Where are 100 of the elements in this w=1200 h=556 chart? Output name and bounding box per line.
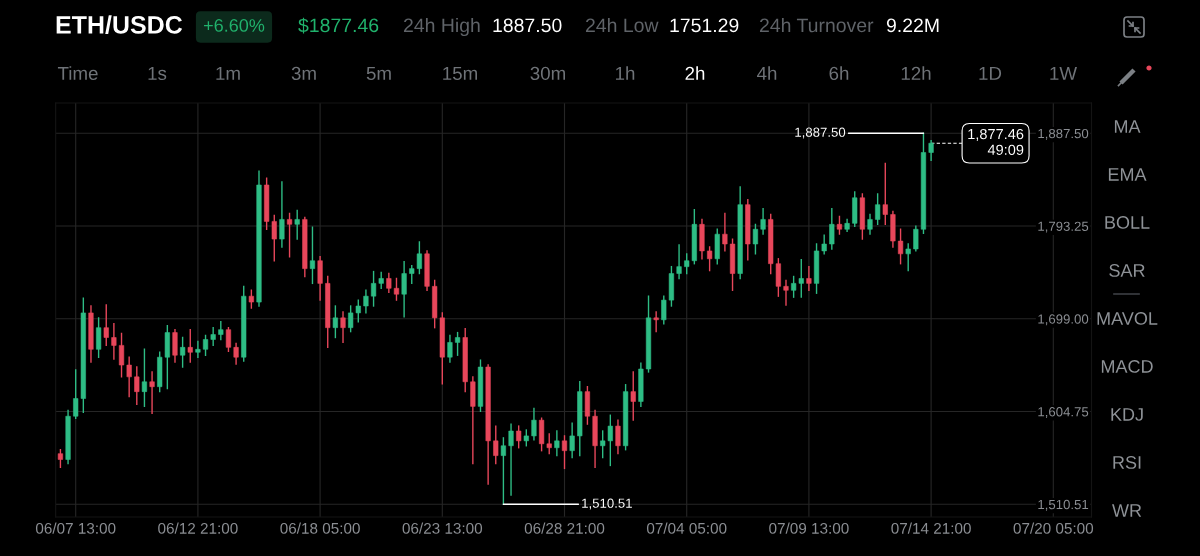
text: 24h Low bbox=[585, 17, 659, 33]
candlestick bbox=[806, 265, 812, 291]
candlestick bbox=[118, 332, 125, 378]
text: 24h High bbox=[403, 17, 480, 37]
candlestick bbox=[531, 407, 537, 441]
candlestick bbox=[309, 226, 316, 285]
text: Time bbox=[57, 66, 98, 81]
candlestick bbox=[875, 193, 881, 226]
text: 1h bbox=[616, 66, 635, 80]
candlestick bbox=[172, 328, 178, 363]
candlestick bbox=[783, 279, 789, 306]
y-tick-label: 1,604.75 bbox=[1038, 407, 1089, 419]
candlestick bbox=[195, 340, 201, 358]
text: SAR bbox=[1109, 264, 1145, 277]
candlestick bbox=[202, 334, 209, 356]
text: RSI bbox=[1113, 456, 1141, 469]
y-tick-label: 1,699.00 bbox=[1038, 314, 1089, 326]
candlestick bbox=[569, 422, 575, 459]
ref-line-label: 1,877.46 49:09 bbox=[968, 128, 1024, 155]
candlestick bbox=[615, 419, 621, 455]
text: 30m bbox=[530, 66, 565, 81]
x-tick-label: 07/04 05:00 bbox=[646, 522, 727, 534]
x-tick-label: 06/12 21:00 bbox=[158, 522, 238, 534]
candlestick bbox=[905, 243, 911, 272]
candlestick bbox=[554, 430, 560, 457]
text: 12h bbox=[901, 66, 931, 80]
candlestick bbox=[882, 162, 888, 226]
candlestick bbox=[455, 331, 461, 356]
y-tick-label: 1,510.51 bbox=[1038, 499, 1089, 511]
candlestick bbox=[393, 277, 400, 301]
text: $1877.46 bbox=[298, 17, 379, 34]
candlestick bbox=[516, 425, 522, 449]
candlestick bbox=[752, 223, 759, 255]
candlestick bbox=[286, 212, 293, 258]
candlestick bbox=[676, 244, 682, 280]
candlestick bbox=[867, 213, 873, 235]
candlestick bbox=[447, 334, 453, 363]
candlestick bbox=[913, 225, 919, 252]
candlestick bbox=[218, 321, 224, 341]
x-tick-label: 07/20 05:00 bbox=[1013, 522, 1094, 534]
candlestick bbox=[340, 311, 346, 344]
candlestick bbox=[126, 356, 132, 398]
candlestick bbox=[180, 336, 186, 368]
candlestick bbox=[279, 181, 285, 248]
candlestick bbox=[760, 207, 766, 235]
text: +6.60% bbox=[204, 19, 265, 32]
annotation: 1,510.51 bbox=[582, 498, 632, 510]
chart-title: ETH/USDC bbox=[56, 15, 183, 34]
candlestick bbox=[707, 246, 713, 272]
text: EMA bbox=[1108, 168, 1147, 181]
candlestick bbox=[508, 423, 514, 496]
text: 15m bbox=[443, 66, 477, 81]
text: 6h bbox=[829, 66, 849, 81]
text: 9.22M bbox=[886, 18, 939, 33]
x-tick-label: 06/07 13:00 bbox=[35, 522, 116, 534]
text: 1s bbox=[148, 66, 167, 81]
y-tick-label: 1,887.50 bbox=[1038, 128, 1089, 140]
x-tick-label: 06/18 05:00 bbox=[280, 522, 360, 534]
text: 5m bbox=[366, 66, 391, 81]
candlestick bbox=[722, 212, 728, 252]
candlestick bbox=[294, 209, 300, 240]
text: 3m bbox=[291, 66, 316, 81]
text: 1W bbox=[1050, 66, 1077, 80]
text: MACD bbox=[1101, 360, 1153, 373]
candlestick bbox=[821, 234, 827, 255]
candlestick bbox=[96, 317, 102, 358]
candlestick bbox=[225, 326, 232, 352]
text: KDJ bbox=[1111, 408, 1143, 421]
text: 1751.29 bbox=[670, 18, 739, 33]
candlestick bbox=[363, 289, 369, 314]
candlestick bbox=[210, 326, 216, 347]
candlestick bbox=[386, 272, 392, 293]
x-tick-label: 06/23 13:00 bbox=[402, 522, 483, 534]
text: 4h bbox=[757, 66, 777, 80]
candlestick bbox=[630, 371, 636, 421]
text: 2h bbox=[685, 66, 705, 80]
text: 24h Turnover bbox=[759, 17, 874, 33]
candlestick bbox=[103, 304, 109, 347]
text: 1D bbox=[979, 66, 1002, 80]
candlestick bbox=[141, 348, 148, 408]
text: MA bbox=[1114, 120, 1141, 133]
annotation: 1,887.50 bbox=[795, 127, 846, 139]
text: 1887.50 bbox=[493, 18, 562, 33]
candlestick bbox=[134, 366, 140, 406]
text: WR bbox=[1112, 504, 1142, 517]
candlestick bbox=[897, 228, 904, 265]
candlestick bbox=[493, 425, 499, 465]
candlestick bbox=[829, 207, 835, 250]
text: BOLL bbox=[1105, 216, 1150, 229]
candlestick bbox=[187, 328, 193, 363]
x-tick-label: 07/14 21:00 bbox=[891, 522, 971, 534]
candlestick bbox=[317, 256, 323, 301]
text: 1m bbox=[216, 66, 240, 80]
candlestick bbox=[928, 139, 934, 162]
text: MAVOL bbox=[1097, 312, 1158, 325]
candlestick bbox=[561, 435, 568, 470]
x-tick-label: 07/09 13:00 bbox=[769, 522, 849, 534]
candlestick bbox=[653, 311, 659, 333]
candlestick bbox=[332, 305, 338, 339]
candlestick bbox=[500, 437, 506, 505]
